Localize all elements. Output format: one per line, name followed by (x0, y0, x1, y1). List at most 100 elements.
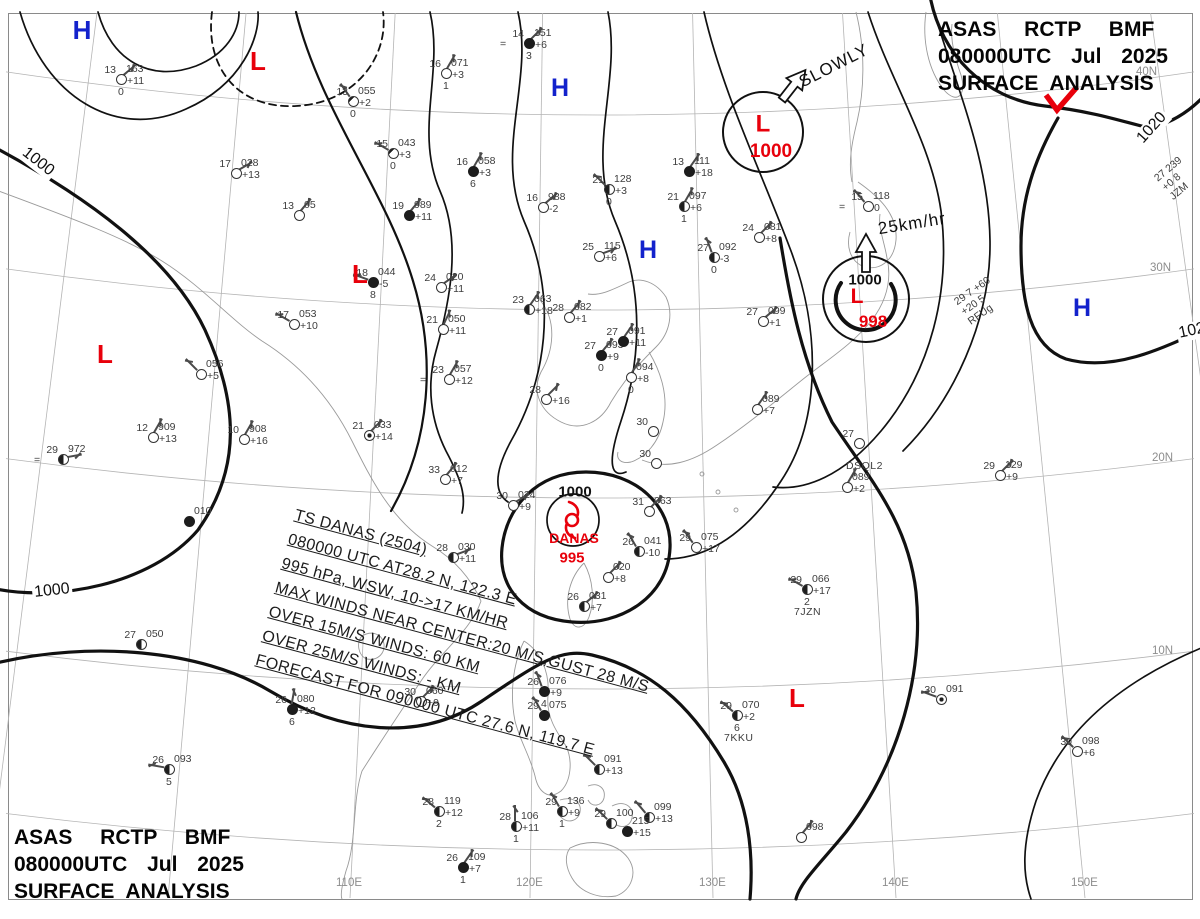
graticule-parallel (5, 268, 1195, 311)
station-pressure: 024 (518, 489, 536, 501)
station-pressure: 909 (158, 421, 176, 433)
station-temp: 26 (152, 754, 164, 766)
lon-label: 130E (699, 877, 726, 889)
station-circle-icon (195, 368, 207, 380)
station-cloud: 4 (541, 698, 547, 710)
station-tendency: +12 (298, 705, 316, 717)
coast-luzon (512, 640, 571, 796)
station-circle-icon (650, 457, 662, 469)
station-pressure: 063 (654, 495, 672, 507)
station-cloud: 6 (734, 722, 740, 734)
station-pressure: 151 (534, 27, 552, 39)
map-frame (8, 13, 1193, 900)
station-pressure: 070 (742, 699, 760, 711)
station-cloud: 2 (436, 818, 442, 830)
station-tendency: +7 (451, 475, 463, 487)
station-temp: 27 (124, 629, 136, 641)
station-pressure: 033 (374, 419, 392, 431)
station-pressure: 012 (450, 463, 468, 475)
isobar-wavy-3 (602, 11, 638, 475)
station-pressure: 056 (206, 358, 224, 370)
station-cloud: 1 (681, 213, 687, 225)
station-pressure: 081 (764, 221, 782, 233)
station-temp: 29 (594, 808, 606, 820)
station-pressure: 100 (616, 807, 634, 819)
station-fog-mark: = (420, 374, 427, 386)
station-circle-icon (437, 323, 449, 335)
station-circle-icon (439, 473, 451, 485)
red-check-mark-icon (1043, 85, 1080, 115)
station-pressure: 030 (458, 541, 476, 553)
station-circle-icon (595, 349, 607, 361)
station-circle-icon (523, 303, 535, 315)
station-circle-icon (523, 37, 535, 49)
station-tendency: +11 (629, 337, 647, 349)
station-tendency: +6 (690, 202, 702, 214)
movement-arrow-icon (854, 232, 878, 273)
station-pressure: 091 (604, 753, 622, 765)
station-tendency: +11 (449, 325, 467, 337)
station-pressure: 010 (194, 505, 212, 517)
station-tendency: +17 (702, 543, 720, 555)
station-circle-icon (510, 820, 522, 832)
station-circle-icon (708, 251, 720, 263)
low-center-letter: L (789, 682, 805, 713)
station-circle-icon (293, 209, 305, 221)
station-circle-icon (443, 373, 455, 385)
tropical-storm-icon (564, 500, 580, 540)
station-pressure: 111 (694, 155, 710, 167)
station-tendency: +8 (765, 233, 777, 245)
station-circle-icon (230, 167, 242, 179)
lon-label: 140E (882, 877, 909, 889)
station-pressure: 075 (549, 699, 567, 711)
station-circle-icon (633, 545, 645, 557)
station-pressure: 097 (689, 190, 707, 202)
station-pressure: 091 (946, 683, 964, 695)
coast-china-vietnam (0, 191, 482, 900)
station-circle-icon (625, 371, 637, 383)
isobar-value-label: 1020 (1132, 107, 1172, 149)
station-tendency: -10 (645, 547, 661, 559)
station-tendency: +2 (853, 483, 865, 495)
station-tendency: +3 (615, 185, 627, 197)
station-pressure: 043 (398, 137, 416, 149)
station-cloud: 1 (513, 833, 519, 845)
station-pressure: 972 (68, 443, 86, 455)
station-temp: 26 (567, 591, 579, 603)
graticule-meridian (167, 12, 247, 899)
station-temp: 24 (424, 272, 436, 284)
station-temp: 29 (545, 796, 557, 808)
title-line-3: SURFACE ANALYSIS (14, 880, 230, 903)
station-circle-icon (538, 685, 550, 697)
station-circle-icon (347, 95, 359, 107)
isobar-west-medium (294, 10, 428, 513)
station-pressure: 093 (174, 753, 192, 765)
station-temp: 21 (426, 314, 438, 326)
coast-sakhalin (849, 11, 864, 183)
station-circle-icon (1071, 745, 1083, 757)
lat-label: 10N (1152, 645, 1174, 657)
station-circle-icon (367, 276, 379, 288)
station-circle-icon (147, 431, 159, 443)
station-pressure: 041 (644, 535, 662, 547)
station-temp: 28 (499, 811, 511, 823)
graticule-meridian (349, 12, 396, 899)
station-circle-icon (363, 429, 375, 441)
station-tendency: +9 (607, 351, 619, 363)
lon-label: 110E (336, 877, 363, 889)
station-tendency: +3 (452, 69, 464, 81)
station-tendency: +12 (445, 807, 463, 819)
station-circle-icon (593, 250, 605, 262)
station-fog-mark: = (839, 201, 846, 213)
station-tendency: +2 (359, 97, 371, 109)
station-temp: 27 (584, 340, 596, 352)
station-temp: 17 (277, 309, 289, 321)
station-circle-icon (563, 311, 575, 323)
station-callsign: 7JZN (794, 606, 822, 618)
station-circle-icon (853, 437, 865, 449)
coast-yellow-sea (536, 279, 671, 427)
station-tendency: +14 (375, 431, 393, 443)
isobar-1000-south (0, 649, 753, 901)
